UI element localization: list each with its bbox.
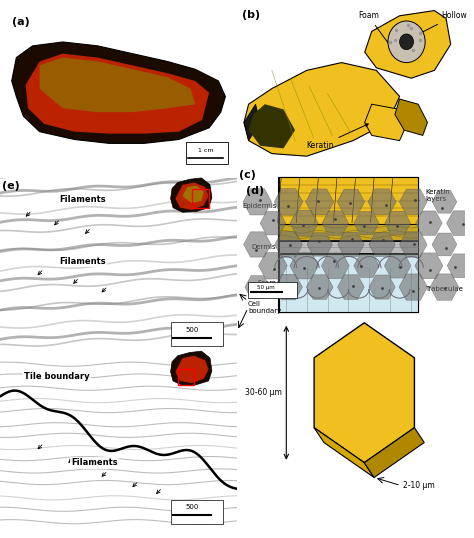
Polygon shape <box>290 210 318 236</box>
Polygon shape <box>395 99 428 136</box>
FancyBboxPatch shape <box>279 254 418 313</box>
Polygon shape <box>384 253 411 278</box>
Polygon shape <box>260 211 286 235</box>
FancyBboxPatch shape <box>171 500 223 524</box>
Polygon shape <box>416 211 442 235</box>
Text: Filaments: Filaments <box>59 257 106 266</box>
Polygon shape <box>365 104 404 140</box>
Polygon shape <box>364 428 424 478</box>
Text: 500: 500 <box>185 327 199 332</box>
Polygon shape <box>12 42 226 144</box>
Polygon shape <box>337 189 365 215</box>
Text: Epidermis: Epidermis <box>242 203 276 209</box>
Text: Foam
(bone): Foam (bone) <box>254 280 276 293</box>
Polygon shape <box>385 211 410 235</box>
Text: Cell
boundary: Cell boundary <box>248 301 281 315</box>
Polygon shape <box>369 232 395 257</box>
Polygon shape <box>243 189 272 215</box>
Polygon shape <box>171 351 212 385</box>
Text: (c): (c) <box>239 170 256 180</box>
Polygon shape <box>244 104 260 140</box>
Polygon shape <box>26 54 209 133</box>
Polygon shape <box>447 211 474 236</box>
Text: (b): (b) <box>242 10 260 20</box>
Text: (a): (a) <box>12 17 29 27</box>
Polygon shape <box>274 189 303 215</box>
Polygon shape <box>175 182 209 210</box>
Polygon shape <box>354 254 379 278</box>
Text: Tile boundary: Tile boundary <box>24 372 89 381</box>
Polygon shape <box>182 186 204 203</box>
Text: Filaments: Filaments <box>71 458 118 468</box>
Polygon shape <box>399 274 428 300</box>
Text: 50 μm: 50 μm <box>257 285 275 290</box>
Polygon shape <box>337 232 364 257</box>
Polygon shape <box>369 275 395 299</box>
Polygon shape <box>337 275 364 299</box>
Polygon shape <box>39 58 195 112</box>
Text: Keratin: Keratin <box>307 124 368 151</box>
Polygon shape <box>274 274 302 300</box>
FancyBboxPatch shape <box>279 177 418 313</box>
Polygon shape <box>171 178 212 213</box>
FancyBboxPatch shape <box>186 142 228 164</box>
Polygon shape <box>321 253 349 279</box>
Text: Keratin
layers: Keratin layers <box>418 189 450 202</box>
Polygon shape <box>248 104 295 148</box>
Text: 1 cm: 1 cm <box>198 148 213 153</box>
Text: 500: 500 <box>185 504 199 510</box>
Polygon shape <box>368 189 396 215</box>
Polygon shape <box>274 232 302 257</box>
FancyBboxPatch shape <box>279 241 418 253</box>
Polygon shape <box>365 11 451 78</box>
Polygon shape <box>354 211 379 235</box>
Polygon shape <box>314 323 414 463</box>
Polygon shape <box>400 232 427 257</box>
Polygon shape <box>400 189 427 215</box>
Text: (e): (e) <box>2 181 20 191</box>
Polygon shape <box>307 233 332 256</box>
Polygon shape <box>244 62 400 156</box>
FancyBboxPatch shape <box>171 322 223 346</box>
Polygon shape <box>432 190 457 213</box>
Polygon shape <box>306 189 334 215</box>
Ellipse shape <box>400 34 413 49</box>
FancyBboxPatch shape <box>248 282 298 298</box>
Polygon shape <box>447 254 473 278</box>
Ellipse shape <box>388 21 425 62</box>
Text: Dermis: Dermis <box>252 244 276 250</box>
Polygon shape <box>258 252 287 279</box>
Text: 2-10 μm: 2-10 μm <box>403 481 435 490</box>
Text: 30-60 μm: 30-60 μm <box>245 388 282 397</box>
Polygon shape <box>244 232 271 257</box>
Polygon shape <box>290 253 319 279</box>
Polygon shape <box>430 274 459 300</box>
FancyBboxPatch shape <box>279 224 418 239</box>
Polygon shape <box>314 428 374 478</box>
Polygon shape <box>432 233 457 256</box>
Polygon shape <box>306 275 333 299</box>
Polygon shape <box>245 275 270 299</box>
Text: Hollow: Hollow <box>417 11 467 35</box>
Text: Trabeculae: Trabeculae <box>418 286 463 292</box>
FancyBboxPatch shape <box>279 177 418 224</box>
Polygon shape <box>415 253 443 279</box>
Text: Filaments: Filaments <box>59 195 106 204</box>
Text: Foam: Foam <box>358 11 392 49</box>
Text: (d): (d) <box>246 187 264 196</box>
Polygon shape <box>175 356 209 383</box>
Polygon shape <box>322 211 348 236</box>
